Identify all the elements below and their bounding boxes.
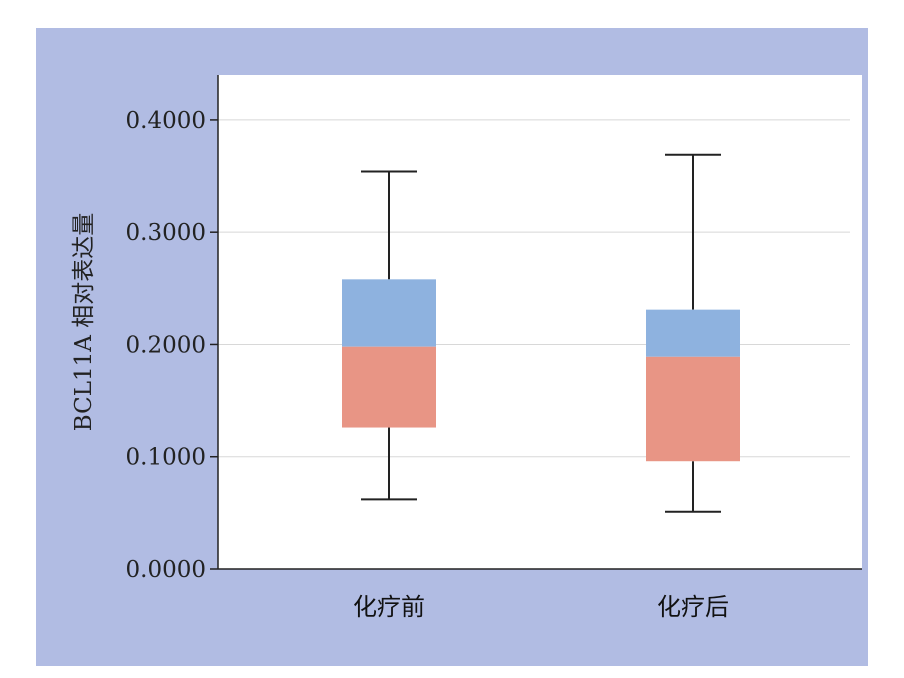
y-tick-label: 0.3000 (126, 220, 206, 246)
upper-box (342, 279, 436, 347)
y-tick-label: 0.4000 (126, 108, 206, 134)
plot-area (218, 75, 862, 569)
x-category-label: 化疗前 (353, 593, 425, 621)
upper-box (646, 309, 740, 357)
y-tick-label: 0.1000 (126, 445, 206, 471)
lower-box (342, 346, 436, 428)
lower-box (646, 356, 740, 462)
axes: 0.0000 0.1000 0.2000 0.3000 0.4000 化疗前 化疗后 (126, 75, 862, 621)
y-tick-label: 0.0000 (126, 557, 206, 583)
box-group (646, 153, 740, 513)
x-category-label: 化疗后 (657, 593, 729, 621)
y-tick-label: 0.2000 (126, 332, 206, 358)
box-group (342, 170, 436, 501)
y-axis-title: BCL11A 相对表达量 (71, 213, 97, 431)
gridlines (218, 119, 850, 458)
boxes (342, 153, 740, 513)
